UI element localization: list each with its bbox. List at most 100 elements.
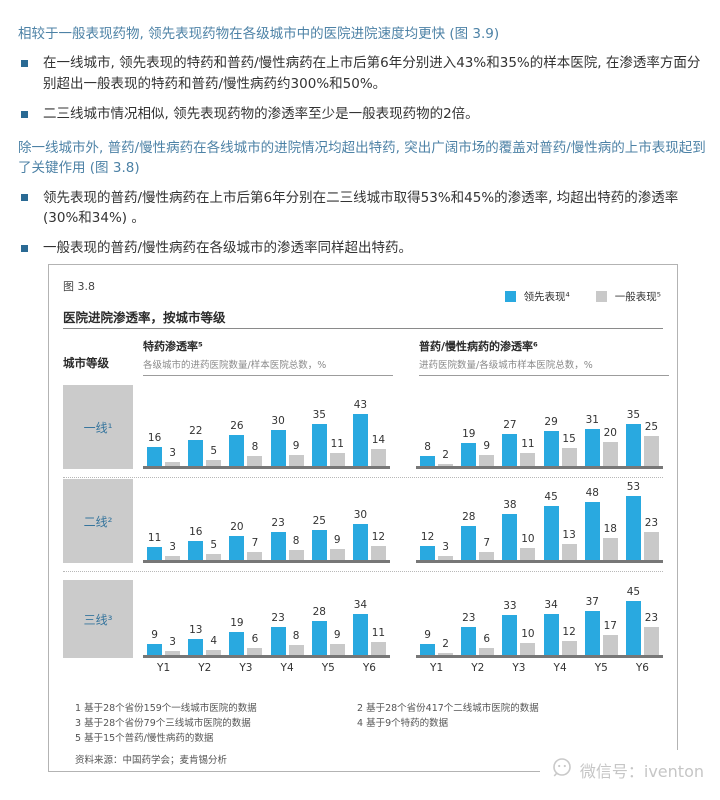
x-tick-label: Y1: [157, 662, 171, 674]
year-group: 38 10: [498, 499, 539, 560]
bar-leading: 11: [147, 532, 163, 560]
bar-leading: 34: [352, 599, 368, 655]
bar-leading: 30: [270, 415, 286, 466]
footnote: 1 基于28个省份159个一线城市医院的数据: [75, 703, 257, 714]
bar-value-label: 8: [292, 630, 300, 643]
section-heading-2: 除一线城市外, 普药/慢性病药在各线城市的进院情况均超出特药, 突出广阔市场的覆…: [18, 140, 706, 177]
bar-value-label: 23: [644, 517, 659, 530]
bar-value-label: 25: [644, 421, 659, 433]
watermark-text: 微信号：iventon: [579, 762, 704, 781]
row-label: 二线²: [63, 479, 133, 563]
year-group: 28 7: [457, 511, 498, 560]
bar-general: 3: [438, 541, 454, 560]
bar-value-label: 2: [442, 637, 449, 650]
bar-leading: 37: [584, 596, 600, 655]
bar-general: 9: [329, 629, 345, 655]
bar-leading: 23: [270, 517, 286, 560]
bar-value-label: 9: [333, 534, 341, 547]
bar-general: 4: [206, 635, 222, 655]
column-title: 普药/慢性病药的渗透率⁶: [419, 340, 538, 353]
chart-rows-area: 一线¹ 16 3 22 5 26 8 30 9 35 11 43 14 8 2 19 9 27 11 29 15 31 20…: [63, 384, 663, 674]
legend-label-general: 一般表现⁵: [614, 291, 661, 303]
bar-value-label: 16: [147, 431, 162, 444]
bar-value-label: 19: [230, 617, 244, 630]
bar-value-label: 6: [251, 632, 259, 645]
year-group: 27 11: [498, 419, 539, 466]
bar-value-label: 11: [371, 626, 386, 639]
bar-general: 8: [247, 441, 263, 466]
bar-general: 8: [288, 535, 304, 560]
figure-number-label: 图 3.8: [63, 280, 95, 293]
bar-general: 3: [165, 636, 181, 655]
x-tick-label: Y5: [594, 662, 608, 674]
bar-value-label: 30: [353, 509, 368, 521]
year-group: 23 8: [267, 612, 308, 655]
bar-value-label: 3: [442, 541, 449, 554]
bar-value-label: 20: [230, 521, 244, 533]
bar-value-label: 34: [353, 599, 368, 612]
bar-value-label: 35: [626, 409, 641, 421]
bar-leading: 16: [147, 432, 163, 466]
bar-value-label: 38: [503, 499, 517, 512]
bar-general: 12: [561, 626, 577, 655]
bar-value-label: 19: [462, 428, 476, 441]
bar-value-label: 8: [424, 441, 431, 454]
bar-general: 6: [479, 633, 495, 655]
footnotes: 1 基于28个省份159个一线城市医院的数据 3 基于28个省份79个三线城市医院…: [75, 701, 639, 747]
bar-value-label: 3: [169, 541, 176, 554]
bar-value-label: 26: [230, 419, 244, 432]
bar-value-label: 12: [371, 530, 386, 543]
bar-value-label: 9: [292, 440, 300, 453]
bar-general: 9: [329, 534, 345, 560]
year-group: 16 5: [184, 526, 225, 560]
title-divider: [63, 328, 663, 329]
bar-chart-cell: 12 3 28 7 38 10 45 13 48 18 53 23: [416, 481, 663, 563]
chart-legend: 领先表现⁴ 一般表现⁵: [504, 289, 661, 304]
bar-general: 11: [520, 438, 536, 466]
bar-general: 17: [602, 620, 618, 655]
bar-leading: 28: [461, 511, 477, 560]
bar-value-label: 28: [462, 511, 476, 524]
bar-general: 23: [643, 612, 659, 655]
bar-chart-cell: 11 3 16 5 20 7 23 8 25 9 30 12: [143, 509, 390, 563]
x-tick-label: Y4: [280, 662, 294, 674]
bullet-list-1: 在一线城市, 领先表现的特药和普药/慢性病药在上市后第6年分别进入43%和35%…: [18, 53, 708, 125]
bullet-item: 一般表现的普药/慢性病药在各级城市的渗透率同样超出特药。: [18, 238, 708, 259]
year-group: 53 23: [622, 481, 663, 560]
bar-leading: 29: [543, 416, 559, 466]
year-group: 12 3: [416, 531, 457, 560]
intro-text-block: 相较于一般表现药物, 领先表现药物在各级城市中的医院进院速度均更快 (图 3.9…: [18, 24, 708, 268]
chart-row-2: 二线² 11 3 16 5 20 7 23 8 25 9 30 12 12 3 28 7 38 10 45 13 48 18…: [63, 478, 663, 572]
bar-general: 20: [602, 427, 618, 466]
bar-leading: 53: [625, 481, 641, 560]
x-tick-label: Y2: [198, 662, 212, 674]
bar-general: 3: [165, 447, 181, 466]
bar-leading: 35: [311, 409, 327, 466]
bar-general: 9: [288, 440, 304, 466]
bar-value-label: 28: [312, 606, 326, 619]
bar-value-label: 23: [644, 612, 659, 625]
year-group: 34 12: [540, 599, 581, 655]
bar-value-label: 33: [503, 600, 517, 613]
bar-leading: 9: [147, 629, 163, 655]
year-group: 30 9: [267, 415, 308, 466]
bar-leading: 23: [461, 612, 477, 655]
bar-value-label: 7: [251, 536, 259, 549]
bar-leading: 19: [461, 428, 477, 466]
bar-general: 13: [561, 529, 577, 560]
bar-leading: 34: [543, 599, 559, 655]
bar-value-label: 45: [626, 586, 641, 598]
bar-general: 2: [438, 449, 454, 466]
section-heading-1: 相较于一般表现药物, 领先表现药物在各级城市中的医院进院速度均更快 (图 3.9…: [18, 26, 500, 42]
x-tick-label: Y3: [512, 662, 526, 674]
year-group: 26 8: [225, 420, 266, 466]
x-axis-labels: Y1 Y2 Y3 Y4 Y5 Y6 Y1 Y2 Y3 Y4 Y5 Y6: [63, 662, 663, 674]
bar-value-label: 3: [169, 447, 176, 460]
x-tick-label: Y4: [553, 662, 567, 674]
bar-leading: 12: [420, 531, 436, 560]
bar-value-label: 12: [562, 625, 576, 638]
x-tick-label: Y6: [635, 662, 649, 674]
bar-general: 5: [206, 445, 222, 466]
bar-general: 25: [643, 421, 659, 466]
